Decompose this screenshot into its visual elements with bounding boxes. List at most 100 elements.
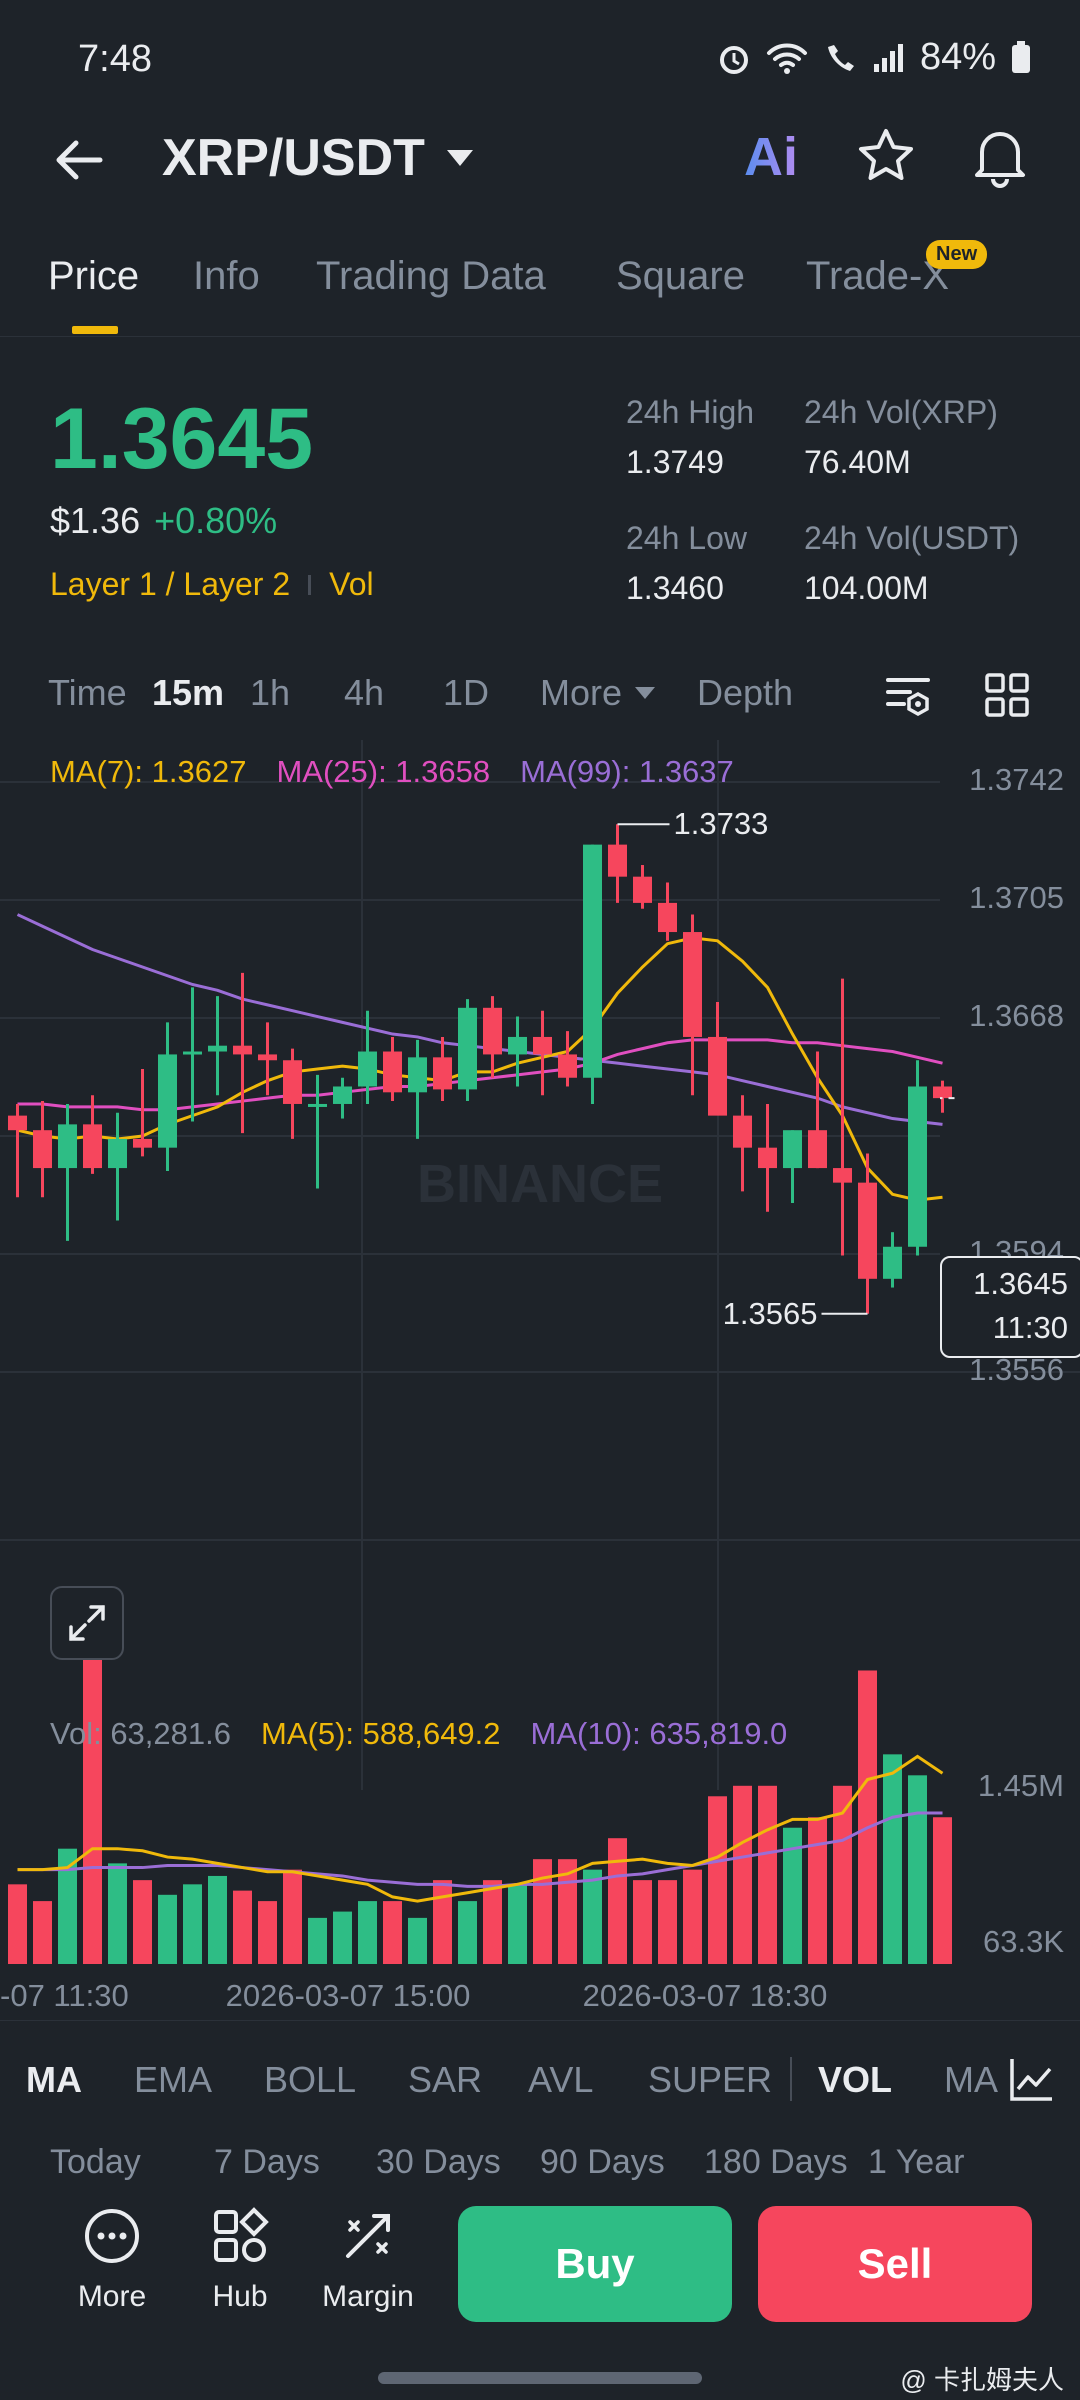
- period-180d[interactable]: 180 Days: [704, 2143, 848, 2181]
- indicator-super[interactable]: SUPER: [648, 2059, 773, 2100]
- indicator-boll[interactable]: BOLL: [264, 2059, 357, 2100]
- price-chart[interactable]: BINANCE 1.3742 1.3705 1.3668 1.3594 1.3556 1.…: [0, 740, 1080, 2020]
- usd-price: $1.36: [50, 500, 141, 541]
- candle-body: [533, 1036, 552, 1055]
- ma99-line: [16, 913, 943, 1126]
- indicator-avl[interactable]: AVL: [528, 2059, 594, 2100]
- layout-grid-button[interactable]: [984, 672, 1030, 723]
- tab-price[interactable]: Price: [48, 254, 140, 298]
- chart-settings-button[interactable]: [884, 672, 932, 725]
- stat-vol-usdt-label: 24h Vol(USDT): [804, 520, 1020, 556]
- volume-bar: [408, 1917, 427, 1964]
- current-price-tag[interactable]: 1.3645 11:30: [940, 1256, 1080, 1358]
- indicator-ema[interactable]: EMA: [134, 2059, 213, 2100]
- star-icon: [859, 129, 913, 180]
- volume-bar: [433, 1880, 452, 1964]
- fullscreen-button[interactable]: [50, 1586, 124, 1660]
- volume-bar: [858, 1670, 877, 1964]
- volume-bar: [783, 1827, 802, 1964]
- period-90d[interactable]: 90 Days: [540, 2143, 665, 2181]
- interval-4h[interactable]: 4h: [344, 672, 385, 713]
- candle-body: [108, 1138, 127, 1169]
- volume-bar: [8, 1884, 27, 1964]
- tag-layer[interactable]: Layer 1 / Layer 2: [50, 566, 291, 602]
- tab-square[interactable]: Square: [616, 254, 745, 298]
- indicator-vol[interactable]: VOL: [818, 2059, 893, 2100]
- favorite-button[interactable]: [856, 126, 916, 191]
- candlestick-chart[interactable]: BINANCE 1.37421.37051.36681.35941.35561.…: [0, 740, 1080, 2020]
- more-button[interactable]: More: [52, 2206, 172, 2314]
- volume-bar: [683, 1869, 702, 1964]
- candle-body: [708, 1036, 727, 1116]
- price-axis-label: 1.3668: [969, 998, 1064, 1033]
- candle-body: [8, 1115, 27, 1131]
- interval-depth[interactable]: Depth: [697, 672, 794, 713]
- pair-selector[interactable]: XRP/USDT: [162, 128, 475, 188]
- interval-15m[interactable]: 15m: [152, 672, 225, 713]
- volume-bar: [633, 1880, 652, 1964]
- period-1y[interactable]: 1 Year: [868, 2143, 965, 2181]
- candle-body: [333, 1086, 352, 1104]
- tab-info[interactable]: Info: [193, 254, 260, 298]
- ai-icon: Ai: [744, 127, 798, 187]
- hub-button[interactable]: Hub: [180, 2206, 300, 2314]
- stat-vol-usdt-value: 104.00M: [804, 570, 929, 606]
- candle-body: [458, 1007, 477, 1090]
- volume-bar: [83, 1660, 102, 1964]
- period-today[interactable]: Today: [50, 2143, 141, 2181]
- home-indicator[interactable]: [378, 2372, 702, 2384]
- candle-body: [133, 1138, 152, 1148]
- caret-down-icon: [446, 150, 473, 166]
- period-30d[interactable]: 30 Days: [376, 2143, 501, 2181]
- volume-bar: [158, 1894, 177, 1964]
- stat-low-value: 1.3460: [626, 570, 724, 606]
- volume-bar: [833, 1785, 852, 1964]
- volume-bar: [483, 1880, 502, 1964]
- stat-vol-xrp-value: 76.40M: [804, 444, 911, 480]
- tag-vol[interactable]: Vol: [329, 566, 374, 602]
- grid-icon: [985, 673, 1029, 717]
- min-price-label: 1.3565: [723, 1296, 818, 1331]
- indicator-sar[interactable]: SAR: [408, 2059, 483, 2100]
- margin-button[interactable]: Margin: [308, 2206, 428, 2314]
- indicator-settings-button[interactable]: [1008, 2055, 1056, 2108]
- more-label: More: [77, 2280, 147, 2313]
- candle-body: [883, 1246, 902, 1279]
- candle-countdown: 11:30: [992, 1310, 1068, 1345]
- candle-body: [383, 1051, 402, 1093]
- ai-button[interactable]: Ai: [744, 126, 798, 188]
- volume-bar: [658, 1880, 677, 1964]
- back-button[interactable]: [50, 130, 110, 190]
- interval-1d[interactable]: 1D: [443, 672, 490, 713]
- vol-legend: Vol: 63,281.6 MA(5): 588,649.2 MA(10): 6…: [50, 1716, 787, 1752]
- tab-trade-x[interactable]: Trade-X: [806, 254, 950, 298]
- candle-body: [583, 844, 602, 1078]
- indicator-divider: [790, 2057, 792, 2101]
- watermark-text: @ 卡扎姆夫人: [900, 2365, 1064, 2395]
- tab-trading-data[interactable]: Trading Data: [316, 254, 546, 298]
- ma7-legend: MA(7): 1.3627: [50, 754, 247, 789]
- interval-more[interactable]: More: [540, 672, 656, 714]
- interval-1h[interactable]: 1h: [250, 672, 291, 713]
- candle-body: [783, 1130, 802, 1169]
- tag-divider: [308, 574, 312, 595]
- buy-button[interactable]: Buy: [458, 2206, 732, 2322]
- indicator-ma[interactable]: MA: [26, 2059, 82, 2100]
- candle-body: [683, 932, 702, 1037]
- volume-bar: [558, 1859, 577, 1964]
- candle-body: [633, 876, 652, 903]
- volume-axis-label: 63.3K: [983, 1924, 1064, 1959]
- interval-bar: Time 15m 1h 4h 1D More Depth: [0, 650, 1080, 740]
- status-icons: 84%: [716, 36, 1032, 79]
- signal-icon: [873, 43, 903, 72]
- wifi-calling-icon: [827, 44, 854, 71]
- time-axis-label: -07 11:30: [0, 1978, 129, 2013]
- interval-time[interactable]: Time: [48, 672, 127, 713]
- indicator-ma-sub[interactable]: MA: [944, 2059, 998, 2100]
- binance-watermark: BINANCE: [417, 1154, 663, 1214]
- period-7d[interactable]: 7 Days: [214, 2143, 320, 2181]
- alarm-icon: [719, 45, 748, 74]
- candle-body: [58, 1124, 77, 1169]
- sell-button[interactable]: Sell: [758, 2206, 1032, 2322]
- alert-button[interactable]: [970, 124, 1030, 193]
